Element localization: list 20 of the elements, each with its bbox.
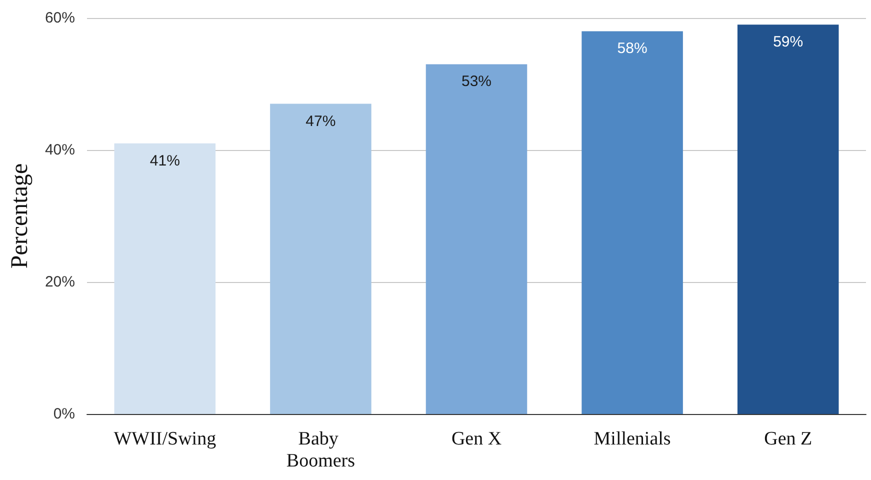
data-label: 47% <box>306 112 336 130</box>
y-axis-title: Percentage <box>7 163 33 269</box>
x-tick-label: Gen X <box>451 428 502 450</box>
y-tick-label: 60% <box>44 10 75 26</box>
x-tick-label: Millenials <box>594 428 671 450</box>
y-tick-label: 0% <box>53 406 75 422</box>
data-label: 41% <box>150 152 180 170</box>
y-tick-label: 40% <box>44 142 75 158</box>
x-tick-label: Gen Z <box>764 428 812 450</box>
bar <box>114 143 216 414</box>
bar <box>737 24 839 414</box>
data-label: 58% <box>617 40 648 58</box>
x-tick-label: Baby Boomers <box>286 428 356 472</box>
bar <box>582 31 683 414</box>
bar <box>426 64 528 414</box>
y-tick-label: 20% <box>44 274 75 290</box>
x-tick-label: WWII/Swing <box>114 428 217 450</box>
data-label: 53% <box>461 73 492 90</box>
data-label: 59% <box>773 34 804 51</box>
bar <box>270 104 372 414</box>
